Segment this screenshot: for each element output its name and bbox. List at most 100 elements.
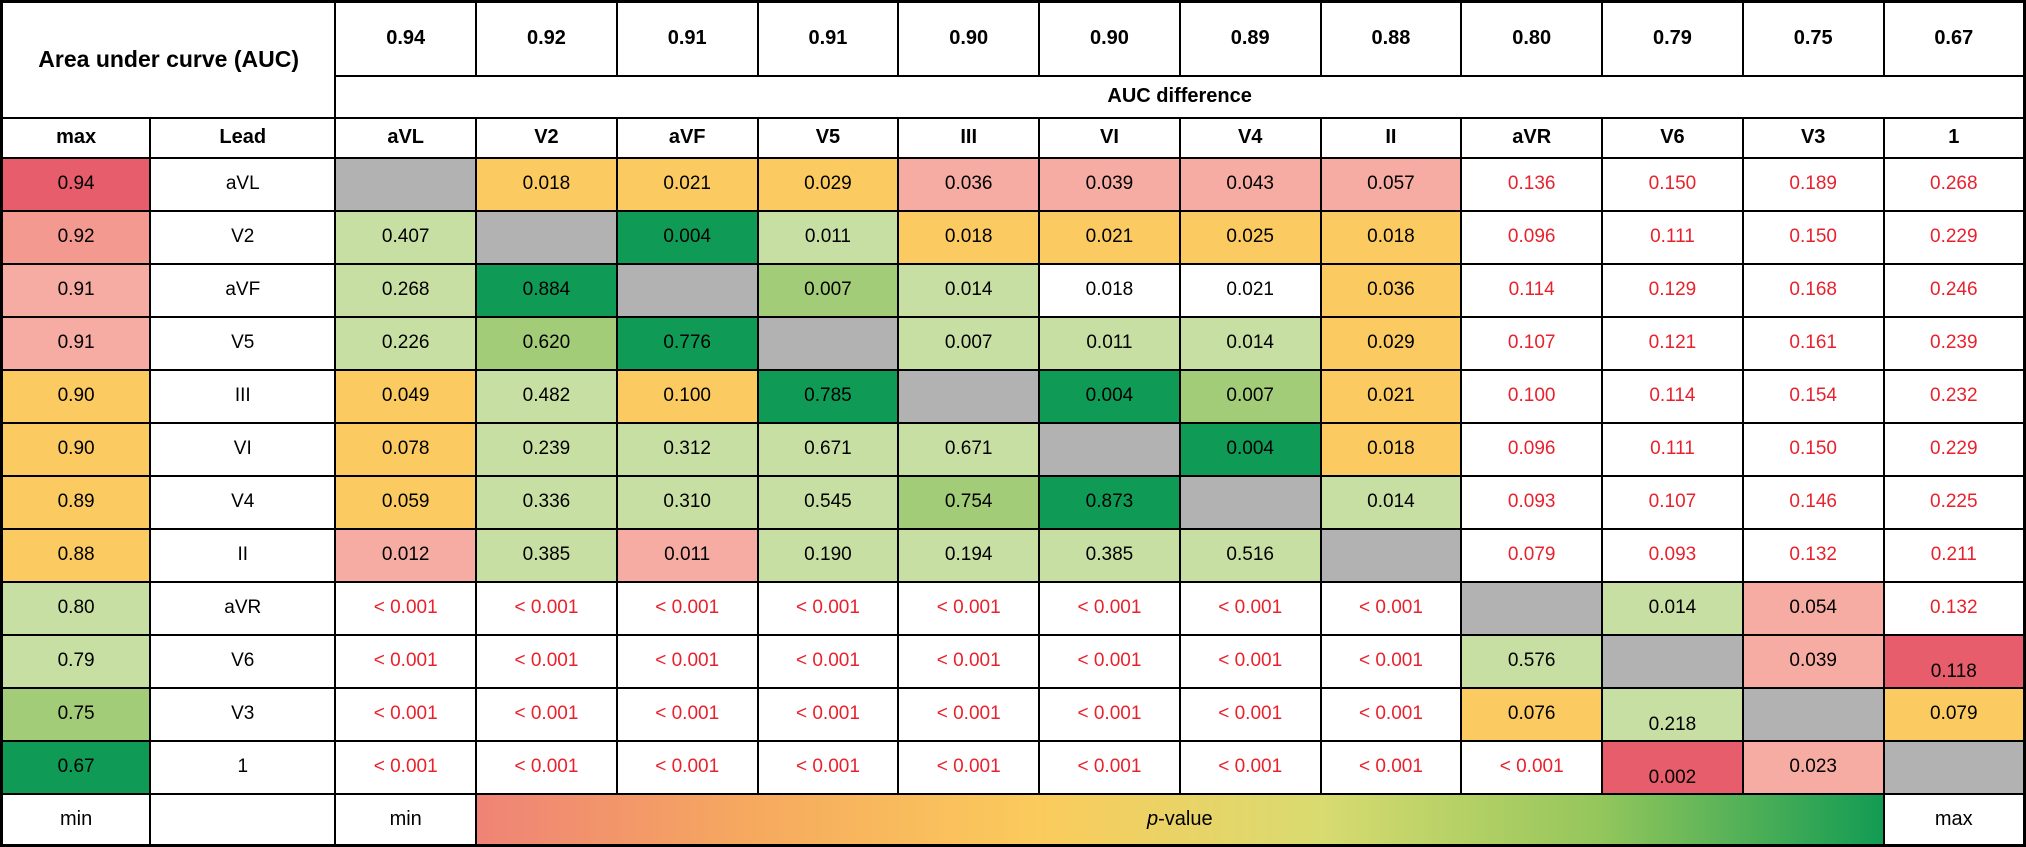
p-value-cell: < 0.001 <box>475 633 618 689</box>
lead-header: II <box>1319 116 1463 159</box>
p-value-cell: 0.011 <box>756 209 900 265</box>
p-value-cell: 0.018 <box>1319 421 1463 477</box>
p-value-cell: 0.385 <box>1038 527 1181 583</box>
p-value-cell: < 0.001 <box>756 633 900 689</box>
p-value-cell: < 0.001 <box>756 580 900 636</box>
p-value-cell: 0.226 <box>334 315 478 371</box>
p-value-cell: < 0.001 <box>1319 580 1463 636</box>
p-value-cell: 0.004 <box>615 209 759 265</box>
diagonal-cell <box>1741 686 1885 742</box>
p-value-cell: < 0.001 <box>1178 580 1322 636</box>
auc-value-header: 0.90 <box>1038 0 1181 77</box>
lead-header: VI <box>1038 116 1181 159</box>
p-value-cell: 0.884 <box>475 262 618 318</box>
p-value-cell: < 0.001 <box>334 633 478 689</box>
lead-header: aVR <box>1460 116 1604 159</box>
p-value-cell: 0.011 <box>1038 315 1181 371</box>
p-value-cell: 0.312 <box>615 421 759 477</box>
p-value-cell: 0.114 <box>1601 368 1744 424</box>
p-value-cell: 0.545 <box>756 474 900 530</box>
p-value-cell: 0.229 <box>1882 421 2026 477</box>
p-value-label: p-value <box>1147 808 1213 830</box>
auc-value-cell: 0.90 <box>0 368 152 424</box>
p-value-cell: 0.100 <box>1460 368 1604 424</box>
p-value-cell: 0.036 <box>1319 262 1463 318</box>
p-value-cell: < 0.001 <box>1319 686 1463 742</box>
auc-header-label: Area under curve (AUC) <box>0 0 337 119</box>
auc-value-cell: 0.91 <box>0 315 152 371</box>
p-value-cell: 0.150 <box>1741 421 1885 477</box>
lead-header: V5 <box>756 116 900 159</box>
lead-name-cell: V4 <box>149 474 337 530</box>
p-value-cell: < 0.001 <box>756 686 900 742</box>
p-value-cell: 0.049 <box>334 368 478 424</box>
p-value-cell: 0.096 <box>1460 209 1604 265</box>
min-label-scale: min <box>334 792 478 847</box>
auc-value-header: 0.79 <box>1601 0 1744 77</box>
p-value-cell: 0.014 <box>1319 474 1463 530</box>
p-value-cell: 0.021 <box>1178 262 1322 318</box>
diagonal-cell <box>1882 739 2026 795</box>
p-value-cell: 0.018 <box>475 156 618 212</box>
p-value-cell: 0.118 <box>1882 633 2026 689</box>
p-value-cell: 0.407 <box>334 209 478 265</box>
p-value-cell: 0.246 <box>1882 262 2026 318</box>
p-value-cell: < 0.001 <box>615 580 759 636</box>
auc-value-header: 0.89 <box>1178 0 1322 77</box>
p-value-cell: 0.014 <box>897 262 1041 318</box>
p-value-cell: 0.007 <box>1178 368 1322 424</box>
p-value-cell: 0.482 <box>475 368 618 424</box>
p-value-cell: 0.029 <box>756 156 900 212</box>
p-value-cell: 0.021 <box>1319 368 1463 424</box>
p-value-cell: < 0.001 <box>334 580 478 636</box>
lead-column-header: Lead <box>149 116 337 159</box>
p-value-cell: 0.025 <box>1178 209 1322 265</box>
p-value-cell: 0.873 <box>1038 474 1181 530</box>
diagonal-cell <box>334 156 478 212</box>
auc-value-header: 0.88 <box>1319 0 1463 77</box>
lead-name-cell: V3 <box>149 686 337 742</box>
p-value-cell: 0.129 <box>1601 262 1744 318</box>
auc-value-header: 0.94 <box>334 0 478 77</box>
p-value-cell: < 0.001 <box>897 686 1041 742</box>
table-row: 0.67 1 < 0.001 < 0.001 < 0.001 < 0.001 < 0.001… <box>0 739 2026 795</box>
p-value-cell: 0.576 <box>1460 633 1604 689</box>
p-value-cell: 0.057 <box>1319 156 1463 212</box>
p-value-cell: < 0.001 <box>334 686 478 742</box>
auc-difference-row: AUC difference <box>2 74 2026 119</box>
p-value-cell: 0.239 <box>1882 315 2026 371</box>
lead-name-cell: aVL <box>149 156 337 212</box>
lead-name-cell: V6 <box>149 633 337 689</box>
lead-name-cell: aVR <box>149 580 337 636</box>
p-value-cell: 0.021 <box>615 156 759 212</box>
p-value-cell: 0.785 <box>756 368 900 424</box>
p-value-cell: 0.161 <box>1741 315 1885 371</box>
lead-header: V2 <box>475 116 618 159</box>
table-row: 0.75 V3 < 0.001 < 0.001 < 0.001 < 0.001 < 0.00… <box>0 686 2026 742</box>
auc-value-cell: 0.92 <box>0 209 152 265</box>
p-value-cell: 0.007 <box>897 315 1041 371</box>
p-value-cell: 0.225 <box>1882 474 2026 530</box>
p-value-cell: 0.004 <box>1038 368 1181 424</box>
p-value-cell: 0.018 <box>1038 262 1181 318</box>
diagonal-cell <box>475 209 618 265</box>
p-value-cell: 0.239 <box>475 421 618 477</box>
p-value-cell: 0.132 <box>1741 527 1885 583</box>
auc-value-header: 0.75 <box>1741 0 1885 77</box>
p-value-cell: 0.059 <box>334 474 478 530</box>
p-value-cell: 0.229 <box>1882 209 2026 265</box>
p-value-cell: 0.268 <box>334 262 478 318</box>
diagonal-cell <box>1460 580 1604 636</box>
auc-value-cell: 0.80 <box>0 580 152 636</box>
p-value-cell: 0.036 <box>897 156 1041 212</box>
p-value-cell: < 0.001 <box>897 580 1041 636</box>
p-value-cell: < 0.001 <box>475 580 618 636</box>
p-value-cell: 0.018 <box>897 209 1041 265</box>
p-value-cell: 0.039 <box>1741 633 1885 689</box>
p-value-cell: 0.218 <box>1601 686 1744 742</box>
lead-header: V6 <box>1601 116 1744 159</box>
lead-header: aVF <box>615 116 759 159</box>
p-value-cell: 0.671 <box>756 421 900 477</box>
